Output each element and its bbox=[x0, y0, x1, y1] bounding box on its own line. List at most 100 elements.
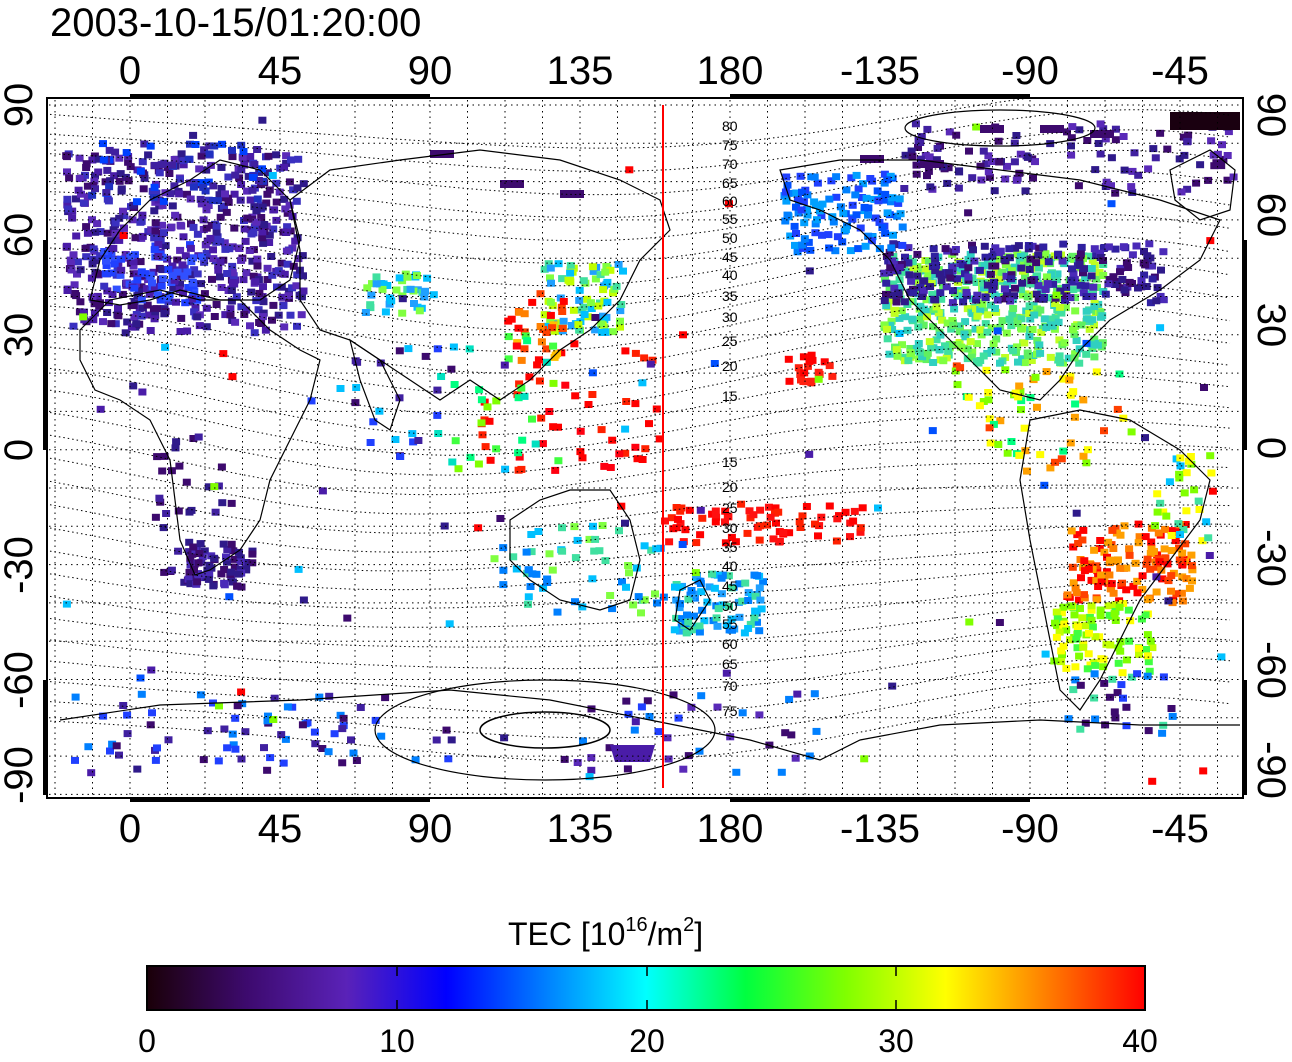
tec-cell bbox=[107, 320, 116, 328]
tec-cell bbox=[1113, 405, 1122, 413]
tec-cell bbox=[528, 415, 536, 423]
tec-cell bbox=[1089, 283, 1098, 291]
tec-cell bbox=[811, 220, 820, 228]
tec-cell bbox=[235, 245, 244, 252]
tec-cell bbox=[992, 335, 1001, 343]
tec-cell bbox=[1184, 457, 1193, 465]
tec-cell bbox=[858, 504, 867, 512]
tec-cell bbox=[1037, 328, 1046, 336]
tec-cell bbox=[600, 316, 609, 324]
tec-cell bbox=[1002, 272, 1011, 280]
tec-cell bbox=[1099, 272, 1108, 279]
tec-cell bbox=[814, 532, 822, 540]
tec-cell bbox=[682, 629, 691, 637]
tec-cell bbox=[1204, 534, 1213, 542]
tec-cell bbox=[1063, 128, 1071, 136]
tec-cell bbox=[252, 207, 261, 214]
tec-cell bbox=[941, 342, 949, 350]
tec-cell bbox=[981, 320, 990, 328]
tec-cell bbox=[904, 244, 913, 252]
tec-cell bbox=[987, 324, 996, 332]
tec-cell bbox=[226, 305, 235, 313]
tec-cell bbox=[1144, 658, 1153, 666]
tec-cell bbox=[404, 345, 413, 353]
tec-cell bbox=[937, 295, 946, 303]
tec-cell bbox=[1175, 474, 1184, 482]
tec-cell bbox=[1070, 330, 1079, 338]
tec-cell bbox=[204, 196, 213, 204]
tec-cell bbox=[1137, 615, 1146, 623]
tec-cell bbox=[83, 229, 92, 237]
tec-cell bbox=[91, 228, 100, 236]
tec-cell bbox=[136, 258, 145, 266]
tec-cell bbox=[111, 219, 120, 227]
tec-cell bbox=[63, 153, 71, 161]
tec-cell bbox=[727, 533, 736, 541]
tec-cell bbox=[1013, 320, 1022, 328]
tec-cell bbox=[949, 321, 958, 329]
tec-cell bbox=[930, 252, 939, 260]
tec-cell bbox=[105, 183, 114, 191]
tec-cell bbox=[212, 222, 221, 230]
tec-cell bbox=[376, 359, 385, 367]
tec-cell bbox=[979, 352, 988, 360]
tec-cell bbox=[145, 290, 154, 298]
tec-cell bbox=[1008, 310, 1017, 318]
tec-cell bbox=[769, 535, 778, 543]
tec-cell bbox=[69, 251, 78, 259]
tec-cell bbox=[889, 253, 898, 260]
tec-cell bbox=[248, 186, 257, 194]
tec-cell bbox=[1142, 560, 1151, 568]
tec-cell bbox=[1071, 294, 1079, 302]
tec-cell bbox=[224, 198, 233, 206]
tec-cell bbox=[225, 593, 234, 601]
tec-cell bbox=[722, 669, 731, 677]
tec-cell bbox=[571, 598, 579, 606]
tec-cell bbox=[985, 415, 994, 423]
tec-cell bbox=[197, 253, 206, 261]
tec-cell bbox=[1084, 565, 1093, 573]
tec-cell bbox=[93, 220, 102, 228]
tec-cell bbox=[1098, 312, 1107, 320]
tec-cell bbox=[241, 237, 250, 245]
tec-cell bbox=[67, 266, 76, 274]
tec-cell bbox=[585, 535, 594, 543]
tec-cell bbox=[1042, 324, 1051, 331]
tec-cell bbox=[926, 283, 935, 291]
tec-cell bbox=[600, 462, 609, 470]
tec-cell bbox=[142, 285, 151, 293]
tec-cell bbox=[164, 736, 173, 744]
lon-tick-top: 45 bbox=[258, 49, 303, 93]
tec-cell bbox=[994, 441, 1003, 448]
tec-cell bbox=[512, 342, 521, 350]
tec-cell bbox=[250, 161, 259, 168]
tec-cell bbox=[127, 323, 136, 331]
tec-cell bbox=[123, 711, 132, 719]
tec-cell bbox=[445, 620, 454, 628]
tec-cell bbox=[856, 224, 865, 232]
tec-cell bbox=[188, 550, 197, 558]
tec-cell bbox=[240, 161, 249, 169]
tec-cell bbox=[988, 286, 997, 293]
tec-cell bbox=[119, 232, 128, 239]
tec-cell bbox=[972, 296, 981, 304]
contour-label: 15 bbox=[722, 388, 738, 404]
coast-antarctica bbox=[59, 689, 1240, 761]
tec-cell bbox=[972, 305, 980, 313]
tec-cell bbox=[1012, 313, 1021, 321]
tec-cell bbox=[122, 149, 131, 156]
tec-cell bbox=[411, 756, 420, 764]
tec-cell bbox=[130, 313, 139, 321]
tec-cell bbox=[210, 142, 219, 150]
tec-cell bbox=[1046, 321, 1055, 329]
tec-cell bbox=[121, 251, 130, 258]
tec-cell bbox=[654, 728, 663, 736]
tec-cell bbox=[279, 302, 288, 310]
tec-cell bbox=[966, 250, 975, 258]
tec-cell bbox=[1179, 526, 1188, 534]
tec-cell bbox=[948, 317, 957, 324]
tec-cell bbox=[601, 557, 610, 565]
tec-cell bbox=[1087, 265, 1096, 272]
tec-cell bbox=[588, 263, 597, 271]
tec-cell bbox=[1195, 506, 1204, 513]
